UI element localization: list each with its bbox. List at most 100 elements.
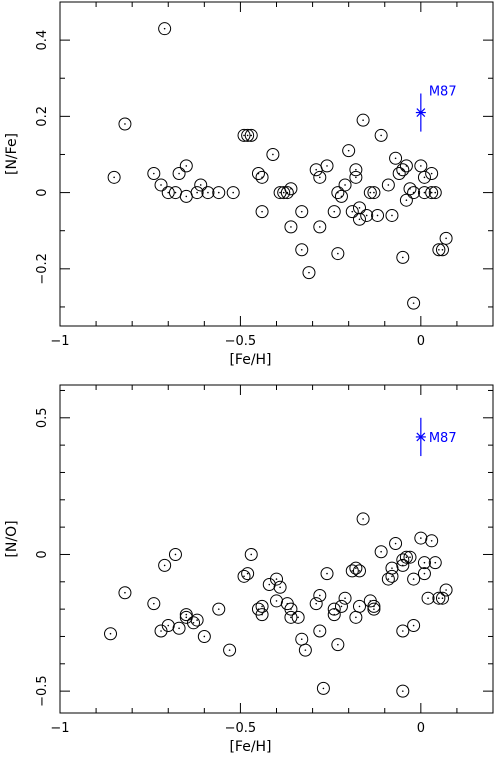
data-point-center <box>344 184 346 186</box>
data-point <box>414 531 428 545</box>
data-point <box>374 545 388 559</box>
data-point-center <box>351 570 354 572</box>
data-point <box>417 556 431 570</box>
data-point <box>327 608 341 622</box>
data-point <box>284 602 298 616</box>
data-point <box>313 170 327 184</box>
data-point-ring <box>201 186 215 200</box>
data-point-center <box>358 218 361 221</box>
data-point <box>295 243 309 257</box>
data-point-ring <box>284 220 298 234</box>
data-point-center <box>337 252 339 255</box>
data-point <box>349 163 363 177</box>
data-point-center <box>355 567 357 569</box>
y-axis-label: [N/O] <box>4 520 20 557</box>
data-point-ring <box>284 610 298 624</box>
data-point-ring <box>223 643 237 657</box>
data-point-center <box>113 176 115 179</box>
data-point-ring <box>118 586 132 600</box>
data-point-center <box>109 632 112 635</box>
data-point-ring <box>407 572 421 586</box>
data-point <box>313 220 327 234</box>
data-point <box>190 186 204 200</box>
data-point-ring <box>407 186 421 200</box>
data-point <box>381 572 395 586</box>
data-point-ring <box>374 128 388 142</box>
data-point-center <box>163 27 166 30</box>
data-point-center <box>423 191 426 194</box>
data-point-ring <box>107 170 121 184</box>
data-point-ring <box>331 186 345 200</box>
data-point-center <box>362 119 364 121</box>
data-point-ring <box>255 170 269 184</box>
y-axis-label: [N/Fe] <box>4 133 20 175</box>
data-point <box>327 602 341 616</box>
data-point-ring <box>187 616 201 630</box>
data-point-center <box>373 605 375 608</box>
data-point-center <box>322 687 325 690</box>
data-point-ring <box>313 588 327 602</box>
data-point-ring <box>158 22 172 36</box>
data-point-center <box>365 214 368 217</box>
data-point-center <box>174 553 177 556</box>
data-point <box>403 550 417 564</box>
data-point <box>244 128 258 142</box>
data-point-center <box>391 575 393 578</box>
data-point-ring <box>172 167 186 181</box>
data-point <box>371 208 385 222</box>
data-point <box>435 243 449 257</box>
data-point-center <box>430 172 433 175</box>
data-point-ring <box>158 558 172 572</box>
data-point <box>349 610 363 624</box>
data-point-ring <box>360 208 374 222</box>
data-point-ring <box>331 638 345 652</box>
data-point <box>381 178 395 192</box>
data-point <box>255 608 269 622</box>
data-point-center <box>376 214 379 217</box>
data-point <box>168 547 182 561</box>
data-point-ring <box>194 178 208 192</box>
data-point-center <box>391 214 393 217</box>
data-point <box>432 591 446 605</box>
data-point-center <box>337 643 339 646</box>
data-point <box>331 247 345 261</box>
data-point-center <box>243 575 245 578</box>
data-point <box>251 602 265 616</box>
data-point-center <box>423 176 426 179</box>
data-point-center <box>185 195 188 198</box>
data-point <box>425 186 439 200</box>
data-point <box>313 624 327 638</box>
data-point <box>244 547 258 561</box>
y-tick-label: 0.5 <box>35 407 50 428</box>
data-point-ring <box>237 128 251 142</box>
data-point-center <box>441 248 444 251</box>
data-point <box>389 537 403 551</box>
data-point <box>316 681 330 695</box>
data-point-ring <box>190 613 204 627</box>
data-point <box>399 159 413 173</box>
data-point-center <box>319 176 321 179</box>
data-point-ring <box>313 170 327 184</box>
data-point-ring <box>349 170 363 184</box>
data-point-ring <box>352 564 366 578</box>
data-point <box>352 564 366 578</box>
data-point-center <box>290 226 292 228</box>
data-point-center <box>279 586 281 589</box>
data-point-ring <box>385 208 399 222</box>
data-point-ring <box>417 186 431 200</box>
data-point <box>428 186 442 200</box>
data-point-ring <box>302 266 316 280</box>
data-point-ring <box>273 580 287 594</box>
data-point-center <box>441 597 444 599</box>
data-point-ring <box>356 512 370 526</box>
data-point-center <box>394 542 397 545</box>
data-point <box>158 22 172 36</box>
data-point-ring <box>327 602 341 616</box>
data-point-center <box>319 630 321 632</box>
data-point-ring <box>244 547 258 561</box>
data-point-center <box>290 616 292 619</box>
data-point-center <box>300 248 303 251</box>
data-point <box>396 684 410 698</box>
data-point-center <box>304 649 307 651</box>
